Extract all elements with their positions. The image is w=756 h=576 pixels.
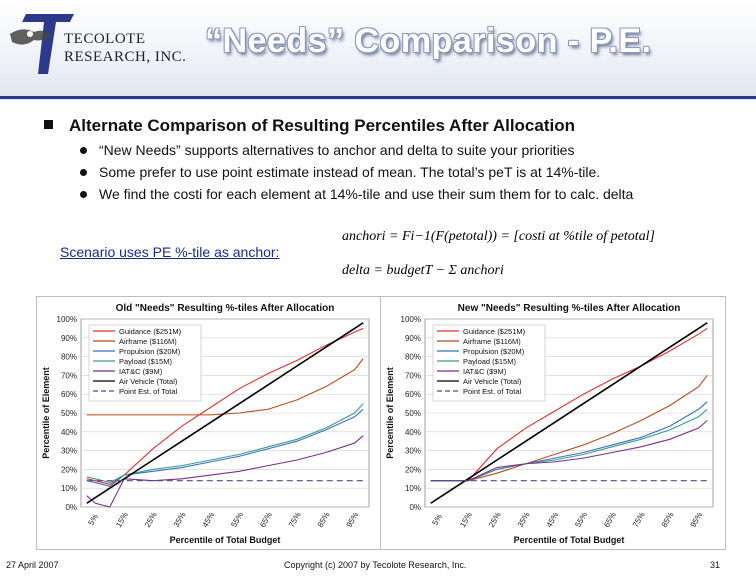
y-tick-label: 30% bbox=[61, 447, 77, 456]
y-tick-label: 90% bbox=[405, 334, 421, 343]
legend-box bbox=[432, 324, 546, 402]
main-bullet: Alternate Comparison of Resulting Percen… bbox=[44, 116, 575, 136]
brand-line-1: TECOLOTE bbox=[64, 31, 146, 47]
y-axis-label: Percentile of Element bbox=[385, 367, 395, 459]
legend-box bbox=[88, 324, 202, 402]
round-bullet-icon bbox=[80, 191, 87, 198]
y-tick-label: 30% bbox=[405, 447, 421, 456]
legend-entry: IAT&C ($9M) bbox=[119, 367, 163, 376]
logo-t-mark bbox=[22, 14, 74, 74]
y-tick-label: 100% bbox=[401, 315, 421, 324]
y-tick-label: 40% bbox=[61, 428, 77, 437]
legend-entry: Payload ($15M) bbox=[119, 357, 172, 366]
sub-bullet-text: We find the costi for each element at 14… bbox=[99, 186, 634, 202]
y-tick-label: 50% bbox=[405, 409, 421, 418]
y-tick-label: 10% bbox=[61, 484, 77, 493]
series-line-0 bbox=[86, 327, 364, 486]
legend-entry: Airframe ($116M) bbox=[119, 337, 177, 346]
footer-page-number: 31 bbox=[710, 560, 721, 570]
chart-title: Old "Needs" Resulting %-tiles After Allo… bbox=[116, 303, 335, 314]
scenario-label: Scenario uses PE %-tile as anchor: bbox=[60, 244, 280, 260]
main-bullet-text: Alternate Comparison of Resulting Percen… bbox=[69, 116, 575, 135]
y-tick-label: 20% bbox=[61, 465, 77, 474]
anchor-delta-formula: anchori = Fi−1(F(petotal)) = [costi at %… bbox=[334, 214, 688, 294]
brand-name: TECOLOTE RESEARCH, INC. bbox=[64, 30, 186, 66]
new-needs-chart: New "Needs" Resulting %-tiles After Allo… bbox=[380, 296, 726, 550]
y-tick-label: 0% bbox=[409, 503, 421, 512]
y-tick-label: 50% bbox=[61, 409, 77, 418]
y-tick-label: 80% bbox=[405, 353, 421, 362]
legend-entry: Point Est. of Total bbox=[119, 387, 178, 396]
y-tick-label: 70% bbox=[405, 371, 421, 380]
round-bullet-icon bbox=[80, 169, 87, 176]
sub-bullet-text: “New Needs” supports alternatives to anc… bbox=[99, 142, 575, 158]
legend-entry: Guidance ($251M) bbox=[119, 327, 182, 336]
series-line-5 bbox=[86, 322, 364, 504]
legend-entry: Point Est. of Total bbox=[463, 387, 522, 396]
sub-bullet-1: “New Needs” supports alternatives to anc… bbox=[80, 142, 574, 158]
y-tick-label: 40% bbox=[405, 428, 421, 437]
footer-date: 27 April 2007 bbox=[6, 560, 59, 570]
legend-entry: Air Vehicle (Total) bbox=[119, 377, 178, 386]
slide-header bbox=[0, 0, 756, 100]
new-needs-chart-svg: New "Needs" Resulting %-tiles After Allo… bbox=[381, 297, 725, 549]
y-tick-label: 60% bbox=[405, 390, 421, 399]
sub-bullet-2: Some prefer to use point estimate instea… bbox=[80, 164, 600, 180]
y-axis-label: Percentile of Element bbox=[41, 367, 51, 459]
sub-bullet-3: We find the costi for each element at 14… bbox=[80, 186, 633, 202]
legend-entry: Guidance ($251M) bbox=[463, 327, 526, 336]
y-tick-label: 90% bbox=[61, 334, 77, 343]
footer-copyright: Copyright (c) 2007 by Tecolote Research,… bbox=[284, 560, 467, 570]
formula-delta: delta = budgetT − Σ anchori bbox=[342, 263, 504, 278]
y-tick-label: 100% bbox=[57, 315, 77, 324]
legend-entry: Propulsion ($20M) bbox=[119, 347, 181, 356]
y-tick-label: 20% bbox=[405, 465, 421, 474]
header-divider bbox=[0, 96, 756, 99]
formula-anchor: anchori = Fi−1(F(petotal)) = [costi at %… bbox=[342, 229, 655, 244]
tecolote-logo bbox=[10, 14, 74, 74]
chart-title: New "Needs" Resulting %-tiles After Allo… bbox=[458, 303, 681, 314]
brand-line-2: RESEARCH, INC. bbox=[64, 49, 187, 65]
series-line-4 bbox=[86, 435, 364, 508]
x-axis-label: Percentile of Total Budget bbox=[170, 535, 281, 545]
series-line-1 bbox=[86, 358, 364, 416]
y-tick-label: 60% bbox=[61, 390, 77, 399]
legend-entry: Payload ($15M) bbox=[463, 357, 516, 366]
owl-eye-icon bbox=[27, 31, 33, 37]
sub-bullet-text: Some prefer to use point estimate instea… bbox=[99, 164, 601, 180]
legend-entry: Air Vehicle (Total) bbox=[463, 377, 522, 386]
y-tick-label: 80% bbox=[61, 353, 77, 362]
y-tick-label: 10% bbox=[405, 484, 421, 493]
old-needs-chart: Old "Needs" Resulting %-tiles After Allo… bbox=[36, 296, 382, 550]
x-axis-label: Percentile of Total Budget bbox=[514, 535, 625, 545]
round-bullet-icon bbox=[80, 147, 87, 154]
slide-title: “Needs” Comparison - P.E. bbox=[205, 22, 652, 60]
y-tick-label: 70% bbox=[61, 371, 77, 380]
owl-icon bbox=[10, 29, 52, 45]
series-line-3 bbox=[86, 403, 364, 484]
y-tick-label: 0% bbox=[65, 503, 77, 512]
old-needs-chart-svg: Old "Needs" Resulting %-tiles After Allo… bbox=[37, 297, 381, 549]
legend-entry: Airframe ($116M) bbox=[463, 337, 521, 346]
legend-entry: IAT&C ($9M) bbox=[463, 367, 507, 376]
series-line-5 bbox=[430, 322, 708, 504]
square-bullet-icon bbox=[44, 120, 53, 129]
series-line-2 bbox=[86, 408, 364, 487]
legend-entry: Propulsion ($20M) bbox=[463, 347, 525, 356]
